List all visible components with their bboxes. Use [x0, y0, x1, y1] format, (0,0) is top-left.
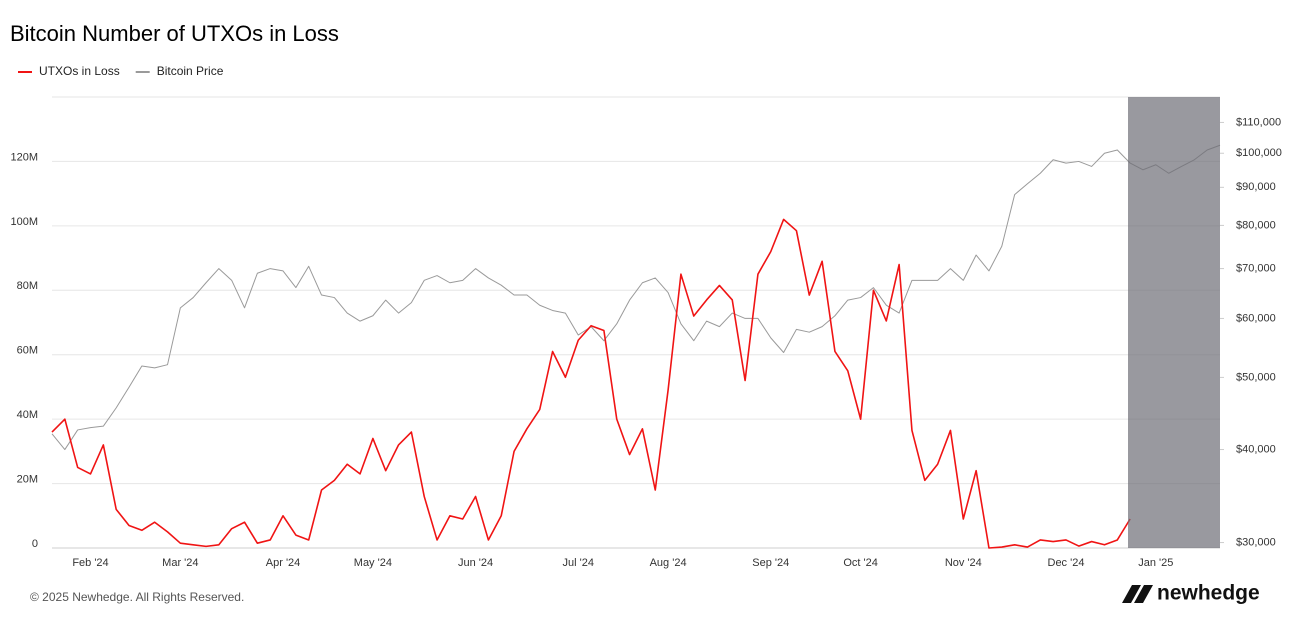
y2-tick-label: $100,000	[1236, 147, 1282, 159]
y-tick-label: 20M	[17, 473, 38, 485]
copyright: © 2025 Newhedge. All Rights Reserved.	[30, 590, 244, 604]
shaded-band	[1128, 97, 1220, 548]
y-tick-label: 120M	[10, 151, 38, 163]
x-tick-label: Aug '24	[650, 557, 687, 569]
x-tick-label: Mar '24	[162, 557, 198, 569]
y2-tick-label: $110,000	[1236, 116, 1281, 128]
y2-tick-label: $90,000	[1236, 181, 1276, 193]
logo-icon	[1122, 585, 1153, 603]
y-tick-label: 100M	[10, 216, 38, 228]
brand-name: newhedge	[1157, 582, 1260, 605]
data-line	[51, 144, 1221, 451]
x-tick-label: Nov '24	[945, 557, 982, 569]
brand-logo: newhedge	[1122, 582, 1260, 605]
x-tick-label: Dec '24	[1048, 557, 1085, 569]
y-tick-label: 80M	[17, 280, 38, 292]
x-tick-label: Jul '24	[563, 557, 594, 569]
x-tick-label: Oct '24	[843, 557, 878, 569]
x-tick-label: Jun '24	[458, 557, 493, 569]
y2-tick-label: $40,000	[1236, 443, 1276, 455]
chart-title: Bitcoin Number of UTXOs in Loss	[10, 21, 339, 46]
y-tick-label: 60M	[17, 345, 38, 357]
legend-label: UTXOs in Loss	[39, 64, 120, 78]
x-tick-label: Feb '24	[72, 557, 108, 569]
y-tick-label: 0	[32, 538, 38, 550]
y2-tick-label: $30,000	[1236, 536, 1276, 548]
y2-tick-label: $70,000	[1236, 262, 1276, 274]
x-tick-label: Jan '25	[1138, 557, 1173, 569]
y-tick-label: 40M	[17, 409, 38, 421]
y2-tick-label: $50,000	[1236, 371, 1276, 383]
x-tick-label: Sep '24	[752, 557, 789, 569]
y2-tick-label: $80,000	[1236, 219, 1276, 231]
data-line	[51, 218, 1131, 549]
x-tick-label: May '24	[354, 557, 392, 569]
y2-tick-label: $60,000	[1236, 312, 1276, 324]
x-tick-label: Apr '24	[266, 557, 301, 569]
legend-label: Bitcoin Price	[157, 64, 224, 78]
